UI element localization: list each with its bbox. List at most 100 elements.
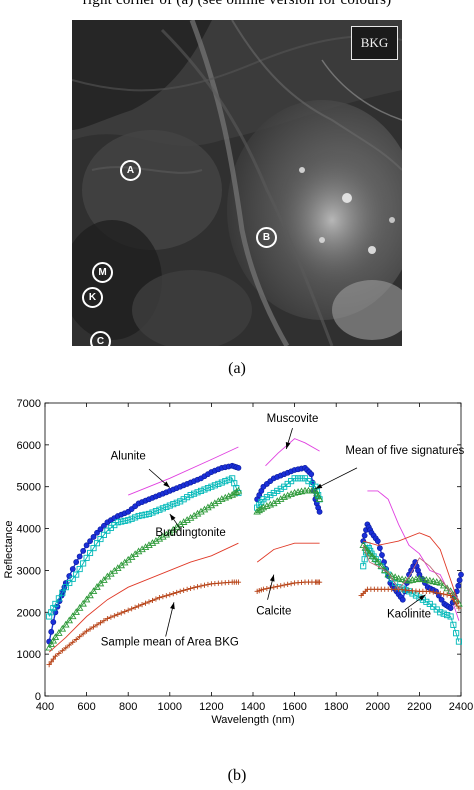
data-point-mean-of-five-signatures [166, 502, 173, 509]
data-point-sample-mean-of-area-bkg [444, 592, 450, 598]
data-point-buddingtonite [148, 539, 157, 546]
data-point-mean-of-five-signatures [46, 613, 53, 620]
data-point-mean-of-five-signatures [142, 511, 149, 518]
data-point-mean-of-five-signatures [48, 609, 55, 616]
data-point-buddingtonite [214, 497, 223, 505]
data-point-mean-of-five-signatures [277, 485, 284, 492]
x-tick-label: 1000 [158, 701, 182, 713]
data-point-buddingtonite [368, 552, 377, 560]
data-point-sample-mean-of-area-bkg [136, 603, 142, 609]
data-point-mean-of-five-signatures [73, 571, 80, 578]
x-tick-label: 1800 [324, 701, 348, 713]
data-point-mean-of-five-signatures [180, 496, 187, 503]
data-point-sample-mean-of-area-bkg [70, 639, 76, 645]
y-tick-label: 0 [35, 691, 41, 703]
data-point-sample-mean-of-area-bkg [430, 589, 436, 595]
data-point-buddingtonite [86, 591, 94, 599]
data-point-sample-mean-of-area-bkg [198, 583, 204, 589]
data-point-alunite [97, 526, 104, 533]
data-point-sample-mean-of-area-bkg [122, 608, 128, 615]
data-point-sample-mean-of-area-bkg [56, 650, 62, 657]
y-tick-label: 1000 [17, 649, 41, 661]
data-point-buddingtonite [68, 612, 77, 620]
annotation-arrow [315, 467, 358, 490]
data-point-mean-of-five-signatures [159, 505, 166, 512]
data-point-alunite [376, 545, 383, 552]
data-point-alunite [447, 605, 454, 611]
data-point-buddingtonite [58, 624, 67, 632]
data-point-alunite [69, 566, 76, 572]
data-point-mean-of-five-signatures [295, 475, 302, 482]
data-point-sample-mean-of-area-bkg [84, 628, 90, 634]
marker-b: B [256, 227, 277, 248]
data-point-sample-mean-of-area-bkg [139, 602, 145, 608]
annotation-arrowhead [163, 481, 170, 488]
data-point-mean-of-five-signatures [360, 563, 367, 570]
data-point-mean-of-five-signatures [50, 605, 57, 612]
marker-c: C [90, 331, 111, 346]
data-point-mean-of-five-signatures [145, 510, 153, 517]
data-point-mean-of-five-signatures [267, 492, 274, 499]
data-point-buddingtonite [422, 576, 431, 583]
data-point-sample-mean-of-area-bkg [271, 584, 277, 590]
data-point-buddingtonite [436, 578, 444, 586]
data-point-mean-of-five-signatures [139, 512, 146, 519]
data-point-alunite [83, 542, 90, 549]
data-point-buddingtonite [190, 511, 198, 519]
data-point-sample-mean-of-area-bkg [118, 610, 124, 616]
data-point-buddingtonite [55, 629, 63, 636]
data-point-alunite [416, 571, 423, 578]
data-point-mean-of-five-signatures [93, 540, 101, 547]
data-point-alunite [374, 538, 381, 545]
data-point-sample-mean-of-area-bkg [156, 595, 162, 601]
data-point-alunite [101, 522, 107, 529]
data-point-sample-mean-of-area-bkg [101, 618, 107, 624]
data-point-buddingtonite [155, 534, 164, 542]
data-point-buddingtonite [419, 575, 427, 583]
series-line-muscovite [128, 446, 239, 496]
data-point-sample-mean-of-area-bkg [437, 590, 443, 597]
data-point-mean-of-five-signatures [215, 480, 222, 487]
data-point-buddingtonite [186, 513, 195, 521]
data-point-buddingtonite [207, 501, 216, 509]
data-point-buddingtonite [371, 555, 379, 562]
x-tick-label: 400 [36, 701, 54, 713]
data-point-mean-of-five-signatures [59, 589, 66, 596]
data-point-buddingtonite [93, 583, 101, 590]
data-point-sample-mean-of-area-bkg [97, 620, 104, 626]
annotation-arrowhead [315, 483, 323, 489]
top-caption: right corner of (a) (see online version … [82, 0, 392, 8]
marker-m: M [92, 262, 113, 283]
data-point-sample-mean-of-area-bkg [108, 614, 114, 620]
annotation-label: Calcite [256, 605, 291, 617]
data-point-sample-mean-of-area-bkg [441, 591, 447, 597]
data-point-sample-mean-of-area-bkg [50, 656, 56, 662]
data-point-sample-mean-of-area-bkg [288, 581, 294, 587]
data-point-mean-of-five-signatures [114, 519, 121, 526]
data-point-buddingtonite [152, 537, 160, 544]
data-point-mean-of-five-signatures [450, 621, 457, 628]
data-point-mean-of-five-signatures [437, 609, 444, 616]
data-point-sample-mean-of-area-bkg [434, 590, 440, 596]
panel-a-caption: (a) [228, 360, 246, 377]
data-point-buddingtonite [134, 547, 143, 555]
data-point-sample-mean-of-area-bkg [125, 607, 131, 613]
marker-a: A [120, 160, 141, 181]
data-point-sample-mean-of-area-bkg [194, 584, 201, 590]
data-point-mean-of-five-signatures [163, 503, 170, 510]
data-point-mean-of-five-signatures [80, 560, 87, 567]
series-line-calcite [363, 532, 460, 605]
y-tick-label: 3000 [17, 565, 41, 577]
data-point-buddingtonite [359, 541, 368, 548]
data-point-buddingtonite [429, 577, 438, 585]
data-point-mean-of-five-signatures [208, 483, 215, 490]
data-point-mean-of-five-signatures [149, 509, 156, 516]
series-line-calcite [256, 542, 320, 563]
data-point-alunite [80, 547, 87, 554]
data-point-alunite [308, 471, 315, 478]
data-point-sample-mean-of-area-bkg [80, 631, 86, 637]
data-point-buddingtonite [62, 620, 70, 628]
data-point-sample-mean-of-area-bkg [453, 601, 459, 607]
data-point-sample-mean-of-area-bkg [59, 648, 65, 654]
data-point-sample-mean-of-area-bkg [87, 626, 93, 632]
